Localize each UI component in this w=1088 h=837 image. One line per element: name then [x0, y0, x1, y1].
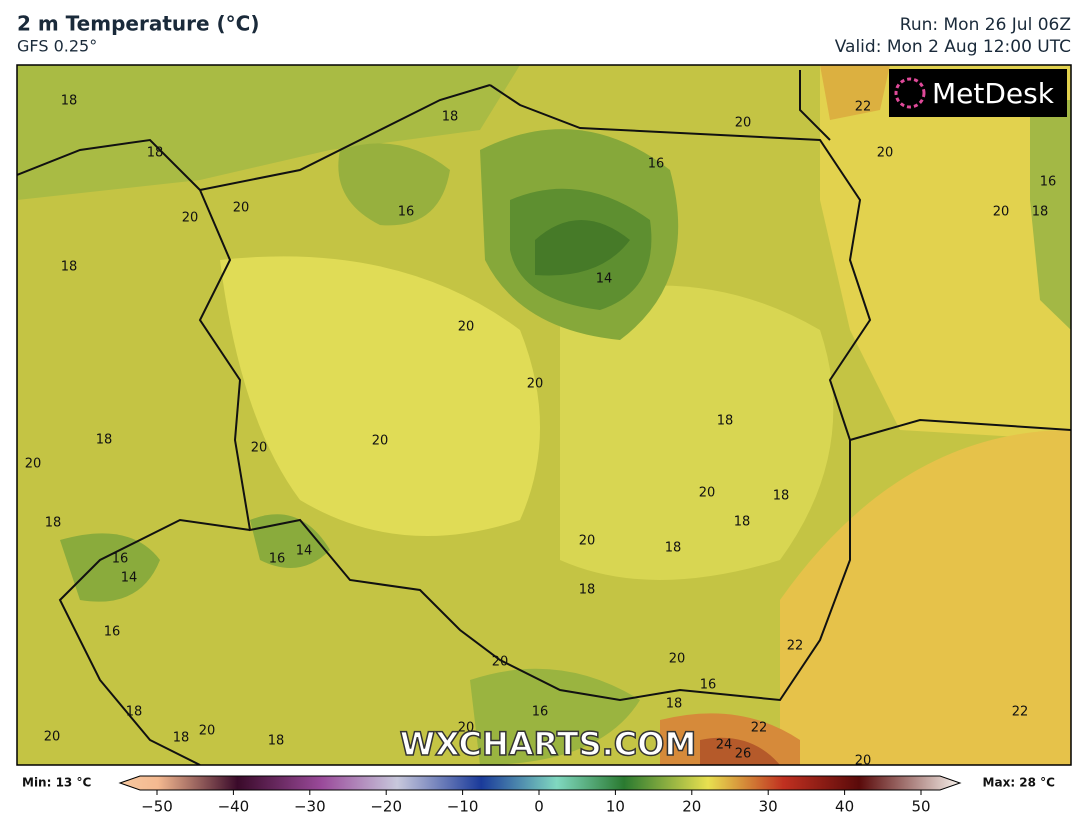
contour-label: 16 — [532, 705, 549, 720]
map: 18 18 18 20 22 16 20 16 20 20 16 20 18 18 14 20 20 18 20 20… — [17, 65, 1071, 769]
contour-label: 18 — [665, 541, 682, 556]
contour-label: 16 — [1040, 175, 1057, 190]
contour-label: 14 — [121, 571, 138, 586]
field — [560, 285, 834, 580]
tick-label: 0 — [534, 798, 544, 816]
contour-label: 16 — [112, 552, 129, 567]
border — [198, 84, 872, 702]
contour-label: 20 — [182, 211, 199, 226]
tick-label: 20 — [682, 798, 701, 816]
contour-label: 20 — [527, 377, 544, 392]
contour-label: 20 — [199, 724, 216, 739]
contour-label: 16 — [104, 625, 121, 640]
field — [780, 430, 1071, 765]
logo-icon — [894, 77, 926, 109]
contour-label: 20 — [877, 146, 894, 161]
tick-label: 30 — [759, 798, 778, 816]
colorbar-ticks: −50 −40 −30 −20 −10 0 10 20 30 40 50 — [141, 790, 931, 816]
contour-label: 18 — [268, 734, 285, 749]
contour-label: 16 — [269, 552, 286, 567]
contour-label: 16 — [398, 205, 415, 220]
contour-label: 18 — [61, 94, 78, 109]
contour-label: 18 — [61, 260, 78, 275]
tick-label: 10 — [606, 798, 625, 816]
border — [58, 518, 251, 765]
contour-label: 20 — [699, 486, 716, 501]
field — [820, 65, 1071, 440]
max-label: Max: 28 °C — [983, 776, 1056, 790]
border — [799, 70, 831, 141]
contour-label: 24 — [716, 738, 733, 753]
contour-label: 18 — [147, 146, 164, 161]
contour-label: 22 — [855, 100, 872, 115]
contour-label: 18 — [45, 516, 62, 531]
valid-time: Valid: Mon 2 Aug 12:00 UTC — [835, 37, 1071, 57]
logo: MetDesk — [932, 77, 1055, 110]
title: 2 m Temperature (°C) — [17, 12, 259, 36]
contour-label: 18 — [442, 110, 459, 125]
contour-label: 20 — [458, 721, 475, 736]
contour-label: 16 — [700, 678, 717, 693]
tick-label: −20 — [370, 798, 402, 816]
contour-label: 18 — [666, 697, 683, 712]
contour-label: 20 — [251, 441, 268, 456]
contour-label: 20 — [669, 652, 686, 667]
field — [1030, 100, 1071, 330]
logo-box — [889, 69, 1067, 117]
contour-label: 20 — [458, 320, 475, 335]
contour-label: 16 — [648, 157, 665, 172]
contour-label: 14 — [596, 272, 613, 287]
field — [17, 65, 520, 200]
subtitle: GFS 0.25° — [17, 37, 97, 56]
contour-label: 18 — [717, 414, 734, 429]
contour-label: 20 — [735, 116, 752, 131]
contour-label: 18 — [773, 489, 790, 504]
coast — [17, 138, 201, 191]
contour-label: 20 — [492, 655, 509, 670]
map-frame — [16, 64, 1072, 766]
tick-label: −50 — [141, 798, 173, 816]
contour-label: 20 — [233, 201, 250, 216]
tick-label: 50 — [911, 798, 930, 816]
contour-label: 14 — [296, 544, 313, 559]
border — [849, 418, 1071, 441]
field — [820, 65, 890, 120]
run-time: Run: Mon 26 Jul 06Z — [900, 15, 1071, 35]
contour-label: 20 — [44, 730, 61, 745]
coast — [199, 84, 491, 191]
contour-label: 18 — [579, 583, 596, 598]
contour-label: 20 — [372, 434, 389, 449]
field — [470, 668, 640, 765]
field — [220, 256, 540, 536]
contour-label: 22 — [751, 721, 768, 736]
tick-label: 40 — [835, 798, 854, 816]
contour-label: 26 — [735, 747, 752, 762]
contour-label: 18 — [126, 705, 143, 720]
contour-label: 22 — [1012, 705, 1029, 720]
contour-label: 20 — [855, 754, 872, 769]
contour-label: 20 — [579, 534, 596, 549]
contour-label: 20 — [993, 205, 1010, 220]
field — [700, 737, 780, 765]
contour-label: 18 — [1032, 205, 1049, 220]
contour-label: 22 — [787, 639, 804, 654]
contour-label: 20 — [25, 457, 42, 472]
tick-label: −40 — [218, 798, 250, 816]
colorbar — [118, 775, 962, 791]
field — [535, 220, 630, 276]
field — [338, 143, 450, 226]
contour-label: 18 — [96, 433, 113, 448]
watermark: WXCHARTS.COM — [400, 725, 697, 763]
contour-labels: 18 18 18 20 22 16 20 16 20 20 16 20 18 18 14 20 20 18 20 20… — [25, 94, 1057, 769]
field — [60, 533, 160, 602]
tick-label: −10 — [447, 798, 479, 816]
borders — [17, 70, 1071, 765]
tick-label: −30 — [294, 798, 326, 816]
contour-label: 18 — [734, 515, 751, 530]
contour-label: 18 — [173, 731, 190, 746]
min-label: Min: 13 °C — [22, 776, 91, 790]
field — [250, 514, 330, 568]
